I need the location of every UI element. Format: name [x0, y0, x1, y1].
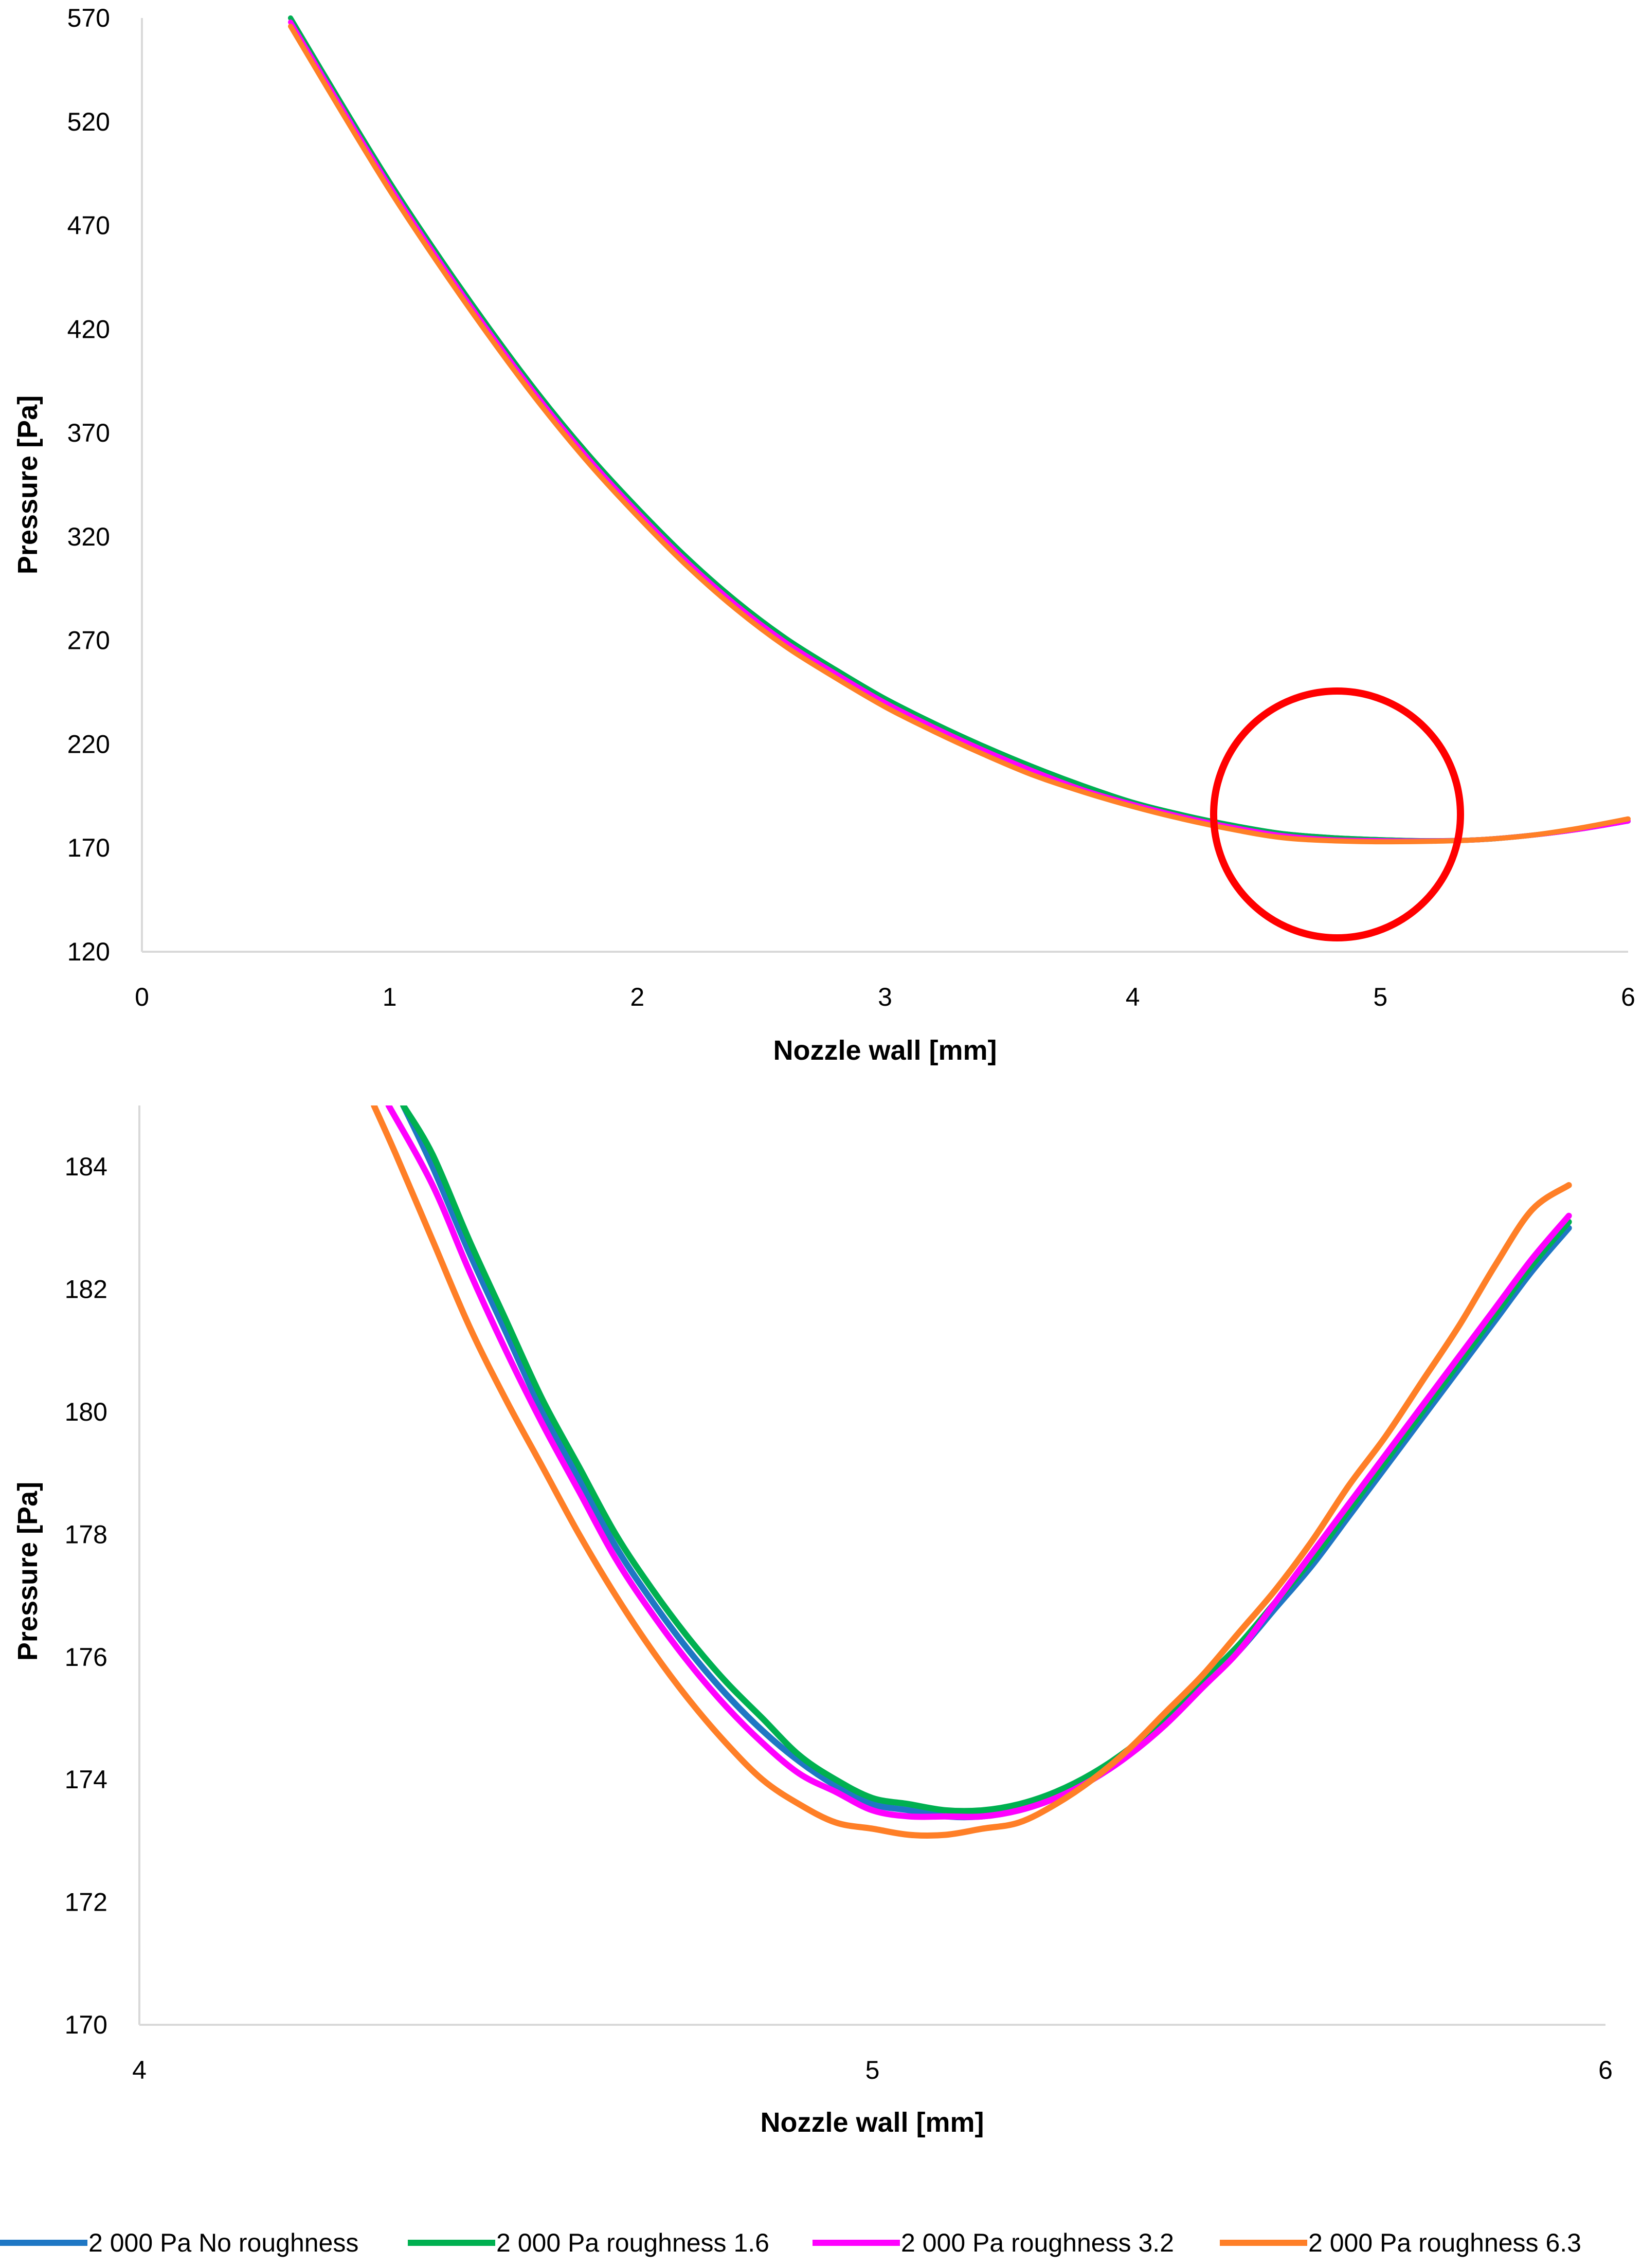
legend-label: 2 000 Pa No roughness: [88, 2228, 358, 2257]
y-tick-labels: 170 172 174 176 178 180 182 184: [65, 1152, 107, 2039]
zoom-chart: 170 172 174 176 178 180 182 184 4 5 6 Nozzle wall…: [12, 1105, 1613, 2138]
legend-label: 2 000 Pa roughness 1.6: [496, 2228, 769, 2257]
y-tick-label: 470: [67, 211, 110, 240]
series-line-2-000-pa-roughness-3-2: [288, 20, 1631, 844]
y-axis-title: Pressure [Pa]: [12, 395, 43, 574]
x-tick-label: 3: [878, 983, 892, 1011]
x-tick-label: 5: [1373, 983, 1387, 1011]
x-tick-labels: 0 1 2 3 4 5 6: [135, 983, 1635, 1011]
y-tick-label: 176: [65, 1643, 107, 1672]
legend: 2 000 Pa No roughness 2 000 Pa roughness …: [0, 2228, 1581, 2257]
y-tick-labels: 120 170 220 270 320 370 420 470 520 570: [67, 4, 110, 966]
series-line-2-000-pa-roughness-1-6: [400, 1105, 1572, 1815]
y-tick-label: 182: [65, 1275, 107, 1304]
x-tick-label: 5: [865, 2056, 880, 2084]
overview-chart: 120 170 220 270 320 370 420 470 520 570 0 1 2 3 4 5 6 N…: [12, 4, 1635, 1066]
y-tick-label: 420: [67, 315, 110, 343]
legend-label: 2 000 Pa roughness 6.3: [1308, 2228, 1581, 2257]
y-tick-label: 170: [67, 833, 110, 862]
y-tick-label: 180: [65, 1398, 107, 1426]
y-tick-label: 174: [65, 1765, 107, 1794]
legend-label: 2 000 Pa roughness 3.2: [901, 2228, 1174, 2257]
x-tick-label: 6: [1621, 983, 1635, 1011]
x-tick-label: 4: [132, 2056, 147, 2084]
x-tick-label: 0: [135, 983, 149, 1011]
x-tick-label: 2: [630, 983, 644, 1011]
x-tick-labels: 4 5 6: [132, 2056, 1613, 2084]
y-tick-label: 220: [67, 730, 110, 758]
series-line-2-000-pa-roughness-3-2: [385, 1105, 1572, 1820]
y-tick-label: 270: [67, 626, 110, 655]
y-tick-label: 320: [67, 522, 110, 551]
highlight-circle: [1210, 687, 1464, 941]
series-lines: [371, 1105, 1572, 1839]
y-tick-label: 370: [67, 419, 110, 447]
series-line-2-000-pa-roughness-6-3: [288, 24, 1631, 845]
y-tick-label: 570: [67, 4, 110, 32]
series-lines: [288, 15, 1631, 845]
x-axis-title: Nozzle wall [mm]: [773, 1035, 997, 1066]
x-tick-label: 6: [1598, 2056, 1613, 2084]
y-tick-label: 120: [67, 937, 110, 966]
y-tick-label: 172: [65, 1888, 107, 1917]
x-tick-label: 1: [383, 983, 397, 1011]
series-line-2-000-pa-roughness-1-6: [288, 15, 1631, 844]
x-axis-title: Nozzle wall [mm]: [760, 2107, 984, 2138]
y-axis-title: Pressure [Pa]: [12, 1482, 43, 1661]
y-tick-label: 184: [65, 1152, 107, 1181]
y-tick-label: 520: [67, 107, 110, 136]
x-tick-label: 4: [1126, 983, 1140, 1011]
series-line-2-000-pa-roughness-6-3: [371, 1105, 1572, 1839]
y-tick-label: 178: [65, 1520, 107, 1549]
y-tick-label: 170: [65, 2010, 107, 2039]
series-line-2-000-pa-no-roughness: [288, 15, 1631, 844]
